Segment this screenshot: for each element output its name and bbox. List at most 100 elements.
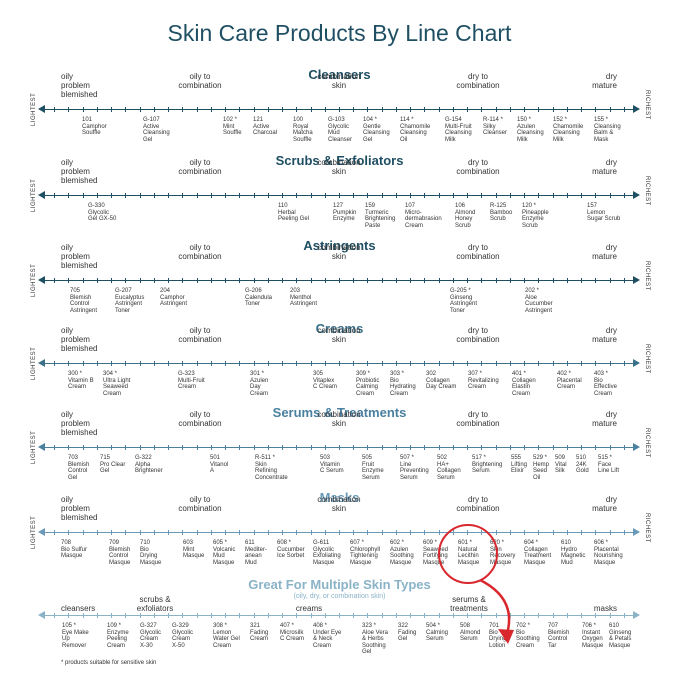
- axis-tick: [196, 530, 198, 535]
- section-5-product: 710 Bio Drying Masque: [140, 540, 162, 566]
- section-2-skin-oily_to_combination: oily to combination: [178, 243, 222, 261]
- axis-tick: [168, 613, 170, 618]
- multi-product: 707 Blemish Control Tar: [548, 623, 570, 649]
- arrow-left-icon: [38, 443, 45, 451]
- axis-tick: [125, 613, 127, 618]
- axis-tick: [623, 278, 625, 283]
- axis-tick: [424, 278, 426, 283]
- axis-tick: [524, 445, 526, 450]
- section-3-product: G-323 Multi-Fruit Cream: [178, 371, 205, 391]
- axis-tick: [353, 107, 355, 112]
- section-3-skin-oily_to_combination: oily to combination: [178, 326, 222, 344]
- axis-tick: [68, 530, 70, 535]
- section-2-product: 705 Blemish Control Astringent: [70, 288, 98, 314]
- axis-tick: [353, 361, 355, 366]
- section-3-product: 304 * Ultra Light Seaweed Cream: [103, 371, 131, 397]
- axis-tick: [538, 530, 540, 535]
- section-0-product: 150 * Azulen Cleansing Milk: [517, 117, 544, 143]
- axis-tick: [609, 193, 611, 198]
- axis-tick: [581, 278, 583, 283]
- axis-tick: [381, 278, 383, 283]
- axis-tick: [153, 278, 155, 283]
- section-1-product: 127 Pumpkin Enzyme: [333, 203, 357, 223]
- axis-tick: [82, 445, 84, 450]
- multi-skin-subtitle: (oily, dry, or combination skin): [293, 593, 386, 600]
- axis-tick: [239, 107, 241, 112]
- axis-tick: [324, 361, 326, 366]
- axis-tick: [609, 445, 611, 450]
- axis-tick: [552, 445, 554, 450]
- axis-tick: [225, 107, 227, 112]
- axis-tick: [225, 361, 227, 366]
- axis-tick: [168, 530, 170, 535]
- section-2-skin-combination: combination skin: [317, 243, 361, 261]
- axis-tick: [339, 107, 340, 112]
- section-0-product: 152 * Chamomile Cleansing Milk: [553, 117, 584, 143]
- axis-tick: [581, 445, 583, 450]
- multi-product: 701 Bio Drying Lotion: [489, 623, 507, 649]
- axis-tick: [552, 278, 554, 283]
- multi-product: 408 * Under Eye & Neck Cream: [313, 623, 342, 649]
- axis-tick: [509, 278, 511, 283]
- axis-tick: [54, 193, 56, 198]
- axis-tick: [395, 613, 397, 618]
- arrow-right-icon: [633, 191, 640, 199]
- axis-tick: [82, 278, 84, 283]
- axis-tick: [353, 278, 355, 283]
- arrow-right-icon: [633, 276, 640, 284]
- axis-tick: [310, 361, 312, 366]
- axis-tick: [609, 613, 611, 618]
- multi-product: 109 * Enzyme Peeling Cream: [107, 623, 129, 649]
- axis-tick: [296, 613, 298, 618]
- axis-tick: [595, 193, 597, 198]
- section-0-product: 104 * Gentle Cleansing Gel: [363, 117, 390, 143]
- axis-tick: [452, 361, 454, 366]
- axis-tick: [111, 278, 113, 283]
- section-5-product: 603 Mint Masque: [183, 540, 205, 560]
- axis-tick: [225, 193, 227, 198]
- axis-tick: [239, 445, 241, 450]
- axis-tick: [566, 530, 568, 535]
- axis-tick: [96, 613, 98, 618]
- axis-tick: [495, 361, 497, 366]
- section-1-title: Scrubs & Exfoliators: [275, 153, 404, 168]
- axis-tick: [410, 361, 412, 366]
- axis-tick: [367, 613, 369, 618]
- axis-tick: [509, 107, 511, 112]
- axis-tick: [424, 193, 426, 198]
- section-2-product: G-207 Eucalyptus Astringent Toner: [115, 288, 145, 314]
- axis-tick: [438, 278, 440, 283]
- multi-category-1: scrubs & exfoliators: [136, 595, 174, 613]
- axis-tick: [438, 613, 440, 618]
- section-0-product: G-103 Glycolic Mud Cleanser: [328, 117, 353, 143]
- axis-tick: [481, 613, 483, 618]
- axis-tick: [282, 361, 284, 366]
- multi-product: 407 * Microsilk C Cream: [280, 623, 305, 643]
- axis-tick: [410, 278, 412, 283]
- section-3-product: 300 * Vitamin B Cream: [68, 371, 94, 391]
- axis-tick: [339, 613, 340, 618]
- axis-tick: [395, 278, 397, 283]
- axis-tick: [82, 361, 84, 366]
- section-5-product: 609 * Seaweed Fortifying Masque: [423, 540, 449, 566]
- axis-tick: [581, 193, 583, 198]
- section-4-product: 503 Vitamin C Serum: [320, 455, 344, 475]
- axis-tick: [267, 445, 269, 450]
- axis-tick: [538, 361, 540, 366]
- axis-tick: [524, 278, 526, 283]
- axis-tick: [552, 613, 554, 618]
- axis-tick: [296, 445, 298, 450]
- arrow-left-icon: [38, 105, 45, 113]
- axis-tick: [68, 361, 70, 366]
- axis-tick: [139, 193, 141, 198]
- axis-tick: [96, 445, 98, 450]
- axis-tick: [82, 107, 84, 112]
- section-3-skin-dry: dry mature: [592, 326, 617, 344]
- section-4-product: 703 Blemish Control Gel: [68, 455, 90, 481]
- axis-tick: [182, 530, 184, 535]
- section-2-product: G-206 Calendula Toner: [245, 288, 273, 308]
- axis-tick: [609, 107, 611, 112]
- axis-tick: [367, 278, 369, 283]
- section-4-product: G-322 Alpha Brightener: [135, 455, 163, 475]
- axis-tick: [324, 107, 326, 112]
